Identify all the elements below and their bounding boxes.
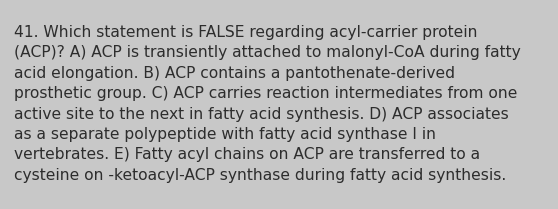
Text: 41. Which statement is FALSE regarding acyl-carrier protein
(ACP)? A) ACP is tra: 41. Which statement is FALSE regarding a… bbox=[14, 25, 521, 183]
